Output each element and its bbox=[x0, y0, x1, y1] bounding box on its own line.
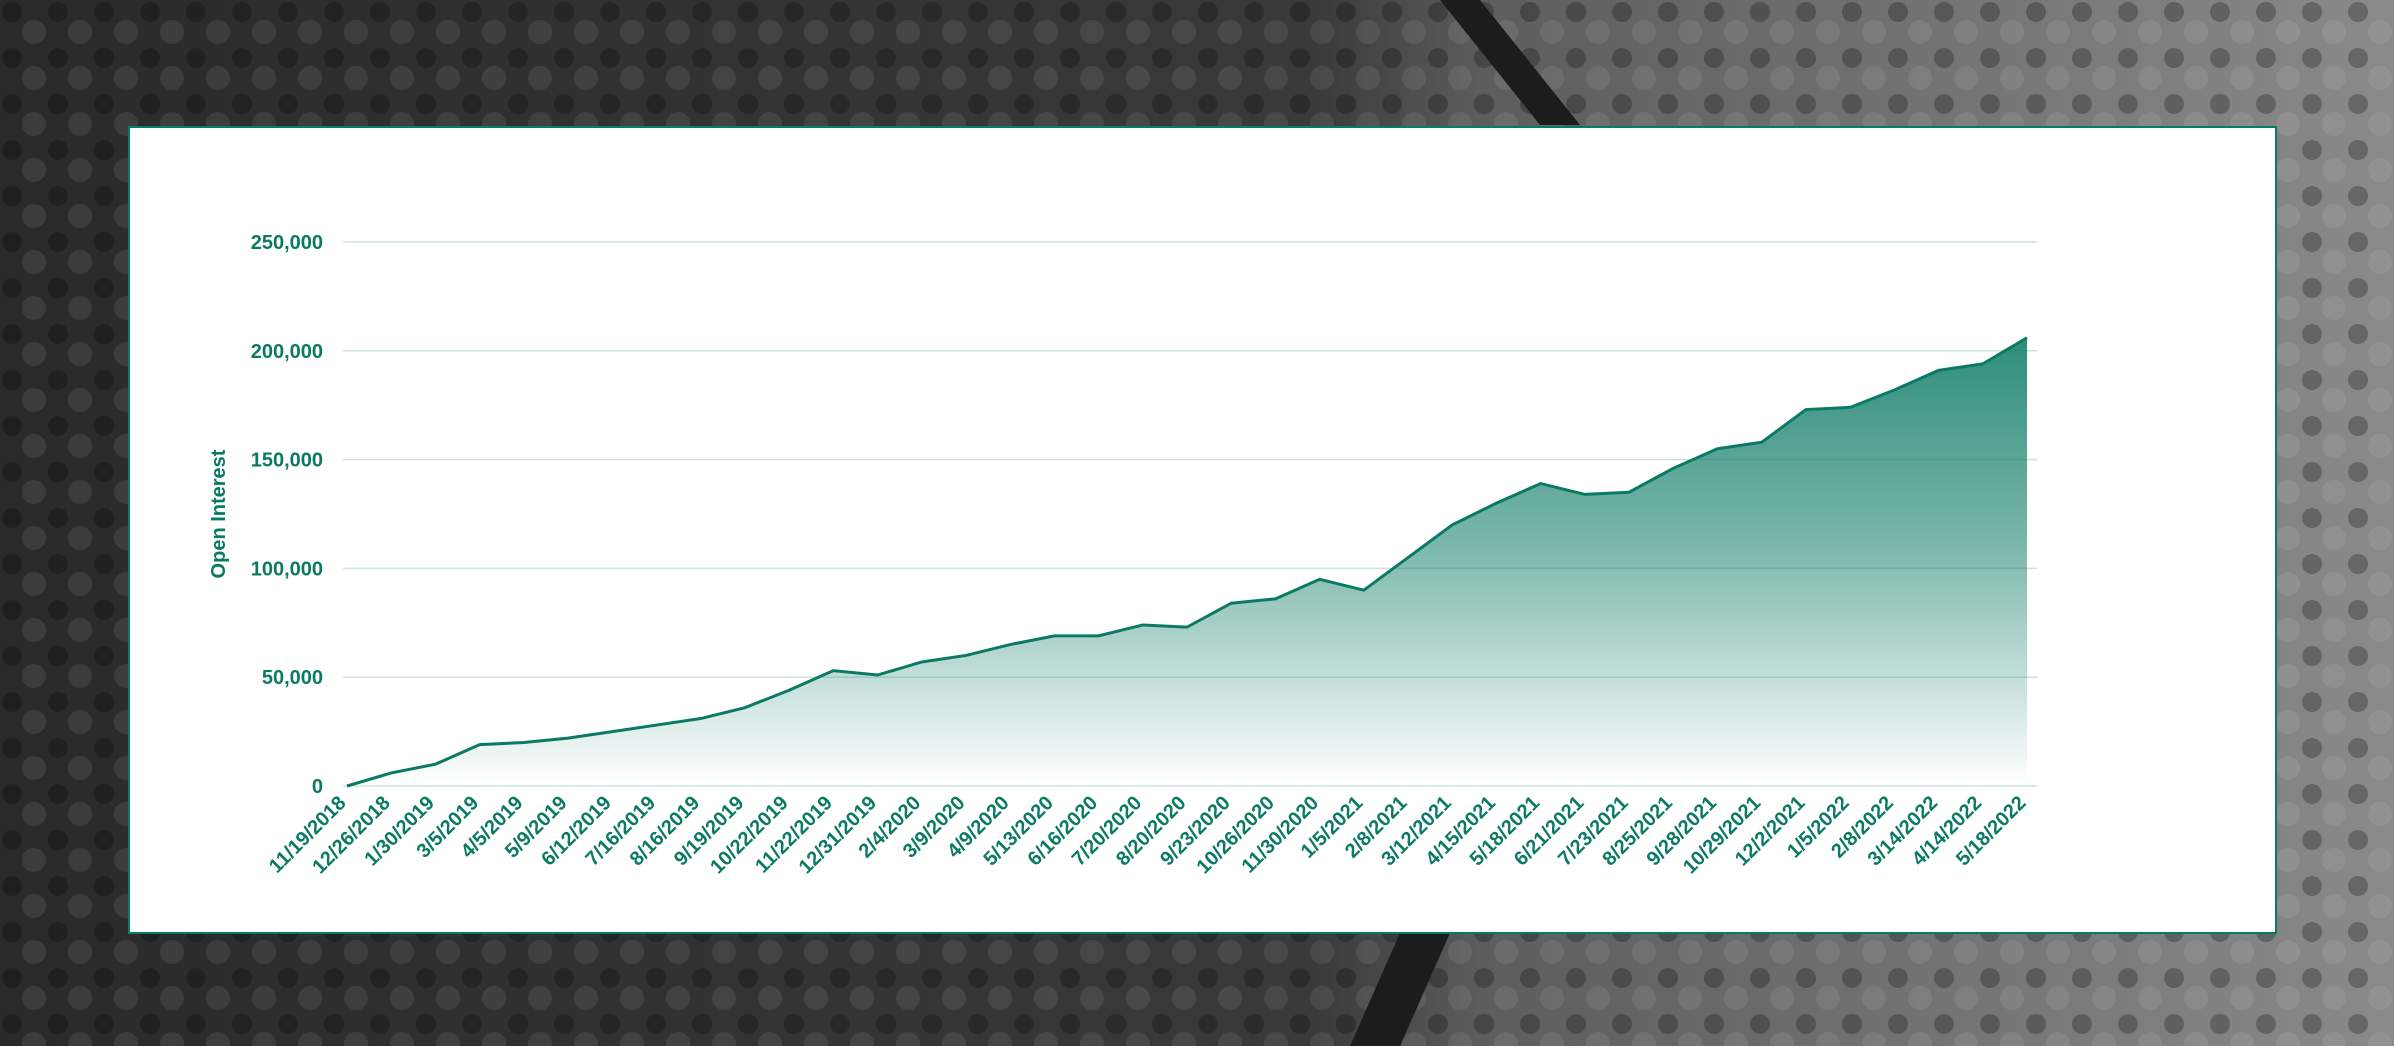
screen: Open Interest 0 50,000 100,000 150,000 200,0… bbox=[0, 0, 2394, 1046]
y-tick-label: 50,000 bbox=[262, 667, 323, 689]
y-tick-label: 200,000 bbox=[251, 341, 323, 363]
page: Open Interest 0 50,000 100,000 150,000 200,0… bbox=[0, 0, 2394, 1046]
y-tick-label: 150,000 bbox=[251, 450, 323, 472]
y-tick-label: 0 bbox=[312, 776, 323, 798]
y-axis-title: Open Interest bbox=[208, 449, 230, 578]
y-tick-label: 100,000 bbox=[251, 558, 323, 580]
y-tick-label: 250,000 bbox=[251, 232, 323, 254]
